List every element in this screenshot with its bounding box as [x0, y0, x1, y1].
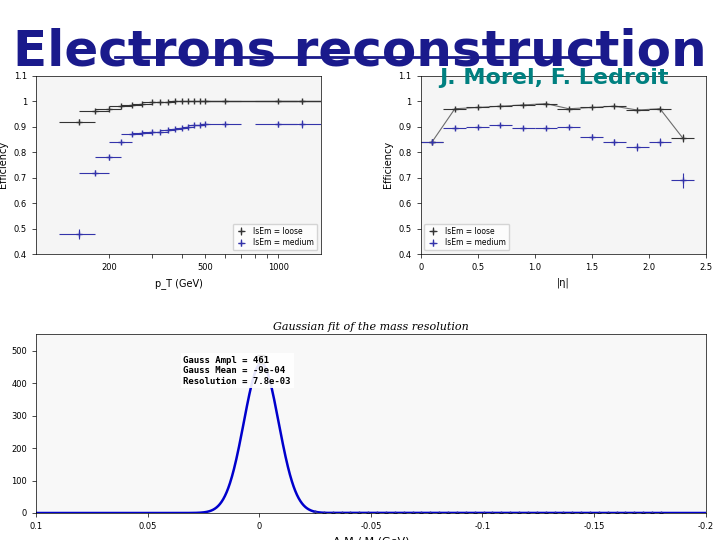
Y-axis label: Efficiency: Efficiency [0, 141, 8, 188]
Legend: IsEm = loose, IsEm = medium: IsEm = loose, IsEm = medium [233, 224, 317, 251]
Text: Gauss Ampl = 461
Gauss Mean = -9e-04
Resolution = 7.8e-03: Gauss Ampl = 461 Gauss Mean = -9e-04 Res… [184, 356, 291, 386]
Text: Electrons reconstruction: Electrons reconstruction [13, 27, 707, 75]
X-axis label: |η|: |η| [557, 278, 570, 288]
X-axis label: Δ M / M (GeV): Δ M / M (GeV) [333, 537, 409, 540]
Text: J. Morel, F. Ledroit: J. Morel, F. Ledroit [440, 68, 669, 87]
X-axis label: p_T (GeV): p_T (GeV) [155, 278, 202, 288]
Y-axis label: Efficiency: Efficiency [383, 141, 393, 188]
Legend: IsEm = loose, IsEm = medium: IsEm = loose, IsEm = medium [425, 224, 509, 251]
Title: Gaussian fit of the mass resolution: Gaussian fit of the mass resolution [273, 322, 469, 332]
